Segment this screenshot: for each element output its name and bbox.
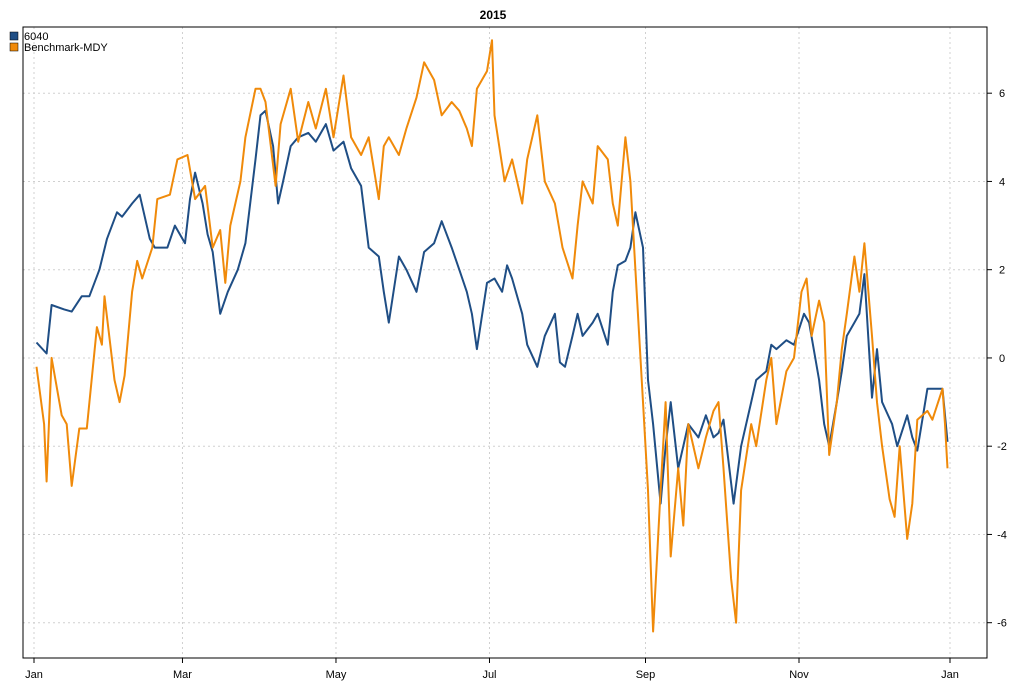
legend-swatch <box>9 42 19 52</box>
legend-label: 6040 <box>24 31 48 43</box>
chart-title: 2015 <box>480 8 507 22</box>
y-tick-label: -2 <box>997 441 1007 453</box>
x-tick-label: Nov <box>789 669 809 681</box>
grid <box>23 27 987 658</box>
legend-label: Benchmark-MDY <box>24 42 108 54</box>
x-tick-label: Jul <box>482 669 496 681</box>
x-tick-label: Jan <box>941 669 959 681</box>
x-axis: Jan Mar May Jul Sep Nov Jan <box>25 658 959 681</box>
x-tick-label: May <box>326 669 347 681</box>
y-axis: -6 -4 -2 0 2 4 6 <box>987 88 1007 630</box>
y-tick-label: -6 <box>997 618 1007 630</box>
series-line-benchmark <box>35 39 949 633</box>
x-tick-label: Sep <box>636 669 656 681</box>
y-tick-label: -4 <box>997 529 1007 541</box>
y-tick-label: 0 <box>999 353 1005 365</box>
y-tick-label: 2 <box>999 265 1005 277</box>
legend-swatch <box>9 31 19 41</box>
series-lines <box>35 39 949 633</box>
plot-frame <box>22 26 988 659</box>
y-tick-label: 6 <box>999 88 1005 100</box>
x-tick-label: Mar <box>173 669 192 681</box>
y-tick-label: 4 <box>999 176 1005 188</box>
x-tick-label: Jan <box>25 669 43 681</box>
